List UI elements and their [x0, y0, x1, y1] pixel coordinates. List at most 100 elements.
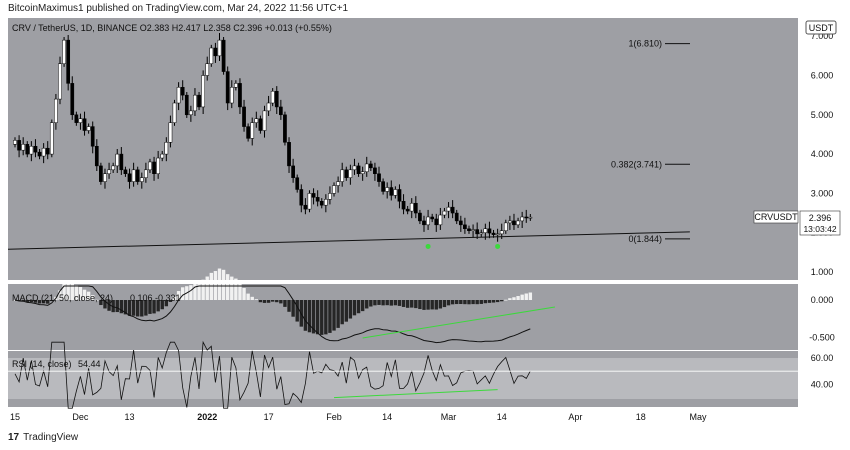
- macd-histogram-bar: [74, 285, 79, 300]
- rsi-band: [8, 358, 798, 399]
- fib-level-label: 0(1.844): [628, 234, 662, 244]
- candle-body: [29, 145, 34, 155]
- macd-histogram-bar: [127, 300, 132, 316]
- rsi-group: 60.00 40.00: [8, 340, 834, 409]
- macd-histogram-bar: [283, 300, 287, 307]
- macd-histogram-bar: [131, 300, 136, 316]
- currency-badge-box[interactable]: [805, 20, 837, 35]
- macd-histogram-bar: [426, 300, 430, 310]
- candle-body: [94, 145, 99, 167]
- macd-histogram-bar: [82, 289, 87, 300]
- candle-body: [17, 140, 21, 151]
- macd-histogram-bar: [78, 287, 83, 300]
- macd-histogram-bar: [242, 288, 246, 300]
- candle-body: [21, 144, 26, 151]
- macd-histogram-bar: [164, 300, 169, 307]
- candle-body: [295, 177, 300, 190]
- candle-body: [152, 161, 156, 175]
- last-price-box: [799, 210, 841, 236]
- candle-body: [352, 165, 357, 171]
- macd-histogram-bar: [21, 300, 25, 302]
- candle-body: [426, 216, 430, 226]
- candle-body: [234, 83, 238, 88]
- candle-body: [491, 232, 496, 235]
- candle-body: [503, 222, 508, 231]
- candle-body: [172, 102, 177, 123]
- macd-histogram-bar: [238, 282, 242, 300]
- candle-body: [115, 153, 120, 167]
- macd-histogram-bar: [504, 299, 508, 301]
- macd-histogram-bar: [438, 300, 443, 309]
- candle-body: [13, 140, 17, 145]
- macd-histogram-bar: [86, 291, 91, 300]
- candle-body: [438, 214, 443, 226]
- candle-body: [373, 167, 377, 174]
- macd-histogram-bar: [365, 300, 369, 309]
- candle-body: [45, 147, 50, 155]
- macd-divergence-line: [362, 306, 555, 339]
- candle-body: [58, 63, 62, 100]
- macd-histogram-bar: [324, 300, 328, 335]
- macd-histogram-bar: [254, 299, 259, 300]
- macd-histogram-bar: [475, 300, 479, 305]
- candle-body: [479, 232, 484, 235]
- macd-axis-tick: 0.000: [811, 295, 834, 305]
- macd-histogram-bar: [397, 300, 402, 306]
- time-axis-tick: 18: [636, 412, 646, 422]
- macd-histogram-bar: [201, 279, 205, 300]
- candle-body: [454, 212, 459, 222]
- macd-histogram-bar: [377, 300, 381, 305]
- macd-histogram-bar: [500, 300, 504, 302]
- candle-body: [287, 142, 291, 167]
- candle-body: [246, 126, 250, 139]
- candle-body: [483, 228, 488, 233]
- macd-histogram-bar: [119, 300, 124, 314]
- macd-histogram-bar: [246, 293, 250, 300]
- macd-histogram-bar: [418, 300, 422, 310]
- macd-histogram-bar: [50, 300, 54, 302]
- candle-body: [401, 201, 406, 210]
- macd-histogram-bar: [62, 282, 66, 300]
- candle-body: [25, 144, 30, 155]
- macd-histogram-bar: [144, 300, 148, 316]
- macd-histogram-bar: [193, 283, 197, 300]
- bullish-marker: [425, 243, 431, 249]
- macd-histogram-bar: [270, 300, 275, 302]
- macd-histogram-bar: [360, 300, 365, 312]
- macd-histogram-bar: [320, 300, 324, 335]
- macd-histogram-bar: [41, 300, 46, 304]
- macd-histogram-bar: [442, 300, 447, 308]
- macd-histogram-bar: [275, 300, 279, 303]
- price-axis-tick: 3.000: [811, 188, 834, 198]
- macd-histogram-bar: [176, 291, 181, 300]
- rsi-axis-tick: 60.00: [811, 353, 834, 363]
- macd-histogram-bar: [91, 295, 95, 300]
- macd-histogram-bar: [230, 276, 234, 300]
- time-axis-tick: 14: [497, 412, 507, 422]
- time-axis-tick: 2022: [197, 412, 217, 422]
- macd-histogram-bar: [414, 300, 418, 309]
- time-axis-tick: 17: [264, 412, 274, 422]
- price-axis-tick: 1.000: [811, 267, 834, 277]
- candle-body: [499, 230, 504, 235]
- macd-histogram-bar: [291, 300, 295, 317]
- candle-body: [422, 220, 426, 226]
- candle-body: [450, 206, 455, 214]
- macd-histogram-bar: [393, 300, 398, 306]
- candle-body: [344, 169, 349, 178]
- candle-body: [62, 39, 66, 64]
- macd-histogram-bar: [33, 300, 38, 303]
- candle-body: [156, 157, 161, 174]
- candle-body: [495, 233, 500, 236]
- candle-body: [508, 220, 512, 224]
- candle-body: [291, 165, 295, 178]
- candle-body: [197, 94, 201, 108]
- macd-histogram-bar: [160, 300, 164, 310]
- candle-body: [409, 202, 414, 212]
- macd-histogram-bar: [217, 268, 222, 300]
- time-axis-tick: 14: [382, 412, 392, 422]
- macd-histogram-bar: [430, 300, 434, 310]
- currency-badge[interactable]: USDT: [809, 23, 834, 33]
